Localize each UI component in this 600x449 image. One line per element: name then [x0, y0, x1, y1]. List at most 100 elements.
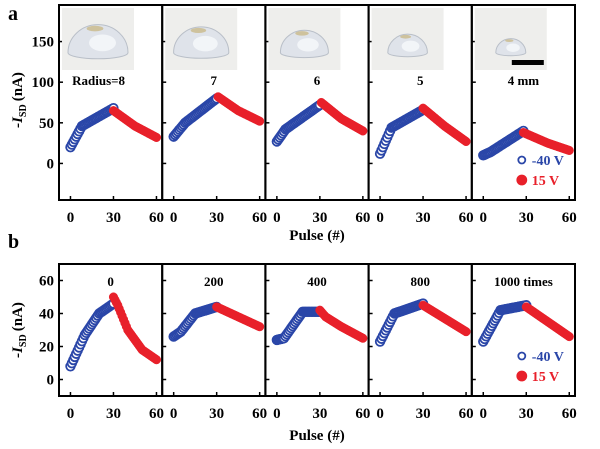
subpanel-a-2: 0 30 60 7 [161, 4, 267, 226]
data-point [151, 132, 162, 142]
data-point [461, 136, 471, 147]
x-tick-label: 60 [459, 210, 474, 226]
subpanel-a-3: 0 30 60 6 [264, 4, 370, 226]
x-tick-label: 30 [209, 210, 224, 226]
subpanel-b-4: 0 30 60 800 [367, 263, 474, 422]
subpanel-b-5: 0 30 60 1000 times -40 V 15 V [470, 263, 577, 422]
gel-highlight [506, 43, 520, 52]
x-tick-label: 0 [480, 210, 488, 226]
legend: -40 V 15 V [516, 350, 564, 385]
panel-a-letter: a [8, 3, 18, 25]
subpanel-frame [470, 263, 576, 397]
series-pos15v [108, 106, 162, 142]
x-tick-label: 0 [170, 210, 178, 226]
gel-highlight [89, 34, 116, 52]
series-pos15v [315, 305, 368, 343]
x-tick-label: 30 [106, 406, 121, 422]
series-pos15v [316, 97, 368, 136]
x-tick-label: 30 [519, 210, 534, 226]
subpanel-title: 5 [417, 73, 424, 88]
data-point [461, 327, 471, 337]
x-tick-label: 0 [376, 210, 384, 226]
y-tick-label: 0 [47, 373, 55, 389]
data-point [564, 145, 574, 155]
x-tick-label: 30 [416, 210, 431, 226]
data-point [255, 116, 265, 126]
subpanel-a-4: 0 30 60 5 [367, 4, 474, 226]
y-tick-label: 150 [32, 35, 55, 51]
panel-a-ylabel-sub: SD [18, 104, 29, 117]
x-tick-label: 60 [459, 406, 474, 422]
subpanel-b-3: 0 30 60 400 [264, 263, 370, 422]
x-tick-label: 30 [209, 406, 224, 422]
x-tick-label: 30 [312, 210, 327, 226]
x-tick-label: 0 [273, 210, 281, 226]
x-tick-label: 60 [562, 406, 577, 422]
data-point [358, 126, 368, 136]
photo-inset [371, 8, 444, 70]
x-tick-label: 60 [355, 406, 370, 422]
gel-highlight [297, 38, 319, 52]
series-neg40v [271, 306, 326, 346]
data-point [255, 322, 265, 332]
gel-highlight [401, 40, 420, 52]
x-tick-label: 30 [106, 210, 121, 226]
legend-label: 15 V [532, 174, 559, 189]
data-point [358, 333, 368, 343]
series-pos15v [108, 292, 162, 365]
svg-text:-ISD(nA): -ISD (nA) [10, 72, 29, 128]
subpanel-title: 200 [204, 274, 224, 289]
panel-b-ylabel-main: -I [10, 346, 26, 358]
x-tick-label: 30 [416, 406, 431, 422]
y-tick-label: 50 [39, 116, 54, 132]
x-tick-label: 30 [312, 406, 327, 422]
subpanel-a-5: 0 30 60 4 mm -40 V 15 V [470, 4, 577, 226]
y-tick-label: 100 [32, 75, 55, 91]
subpanel-b-2: 0 30 60 200 [161, 263, 267, 422]
panel-b-xlabel: Pulse (#) [289, 428, 344, 444]
subpanel-b-1: 0 20 40 60 0 30 60 0 [39, 263, 164, 422]
legend-open-circle-icon [517, 351, 527, 361]
subpanel-title: 7 [211, 73, 218, 88]
series-neg40v [271, 99, 326, 147]
x-tick-label: 60 [252, 210, 267, 226]
data-point [151, 355, 162, 365]
y-tick-label: 20 [39, 340, 54, 356]
gel-electrode-spot [400, 34, 412, 39]
series-neg40v [65, 298, 119, 372]
series-pos15v [418, 300, 471, 337]
legend-filled-circle-icon [516, 370, 528, 382]
subpanel-title: 400 [307, 274, 327, 289]
x-tick-label: 0 [376, 406, 384, 422]
legend: -40 V 15 V [516, 154, 564, 189]
x-tick-label: 60 [562, 210, 577, 226]
panel-b-ylabel-sub: SD [18, 334, 29, 347]
gel-electrode-spot [295, 31, 309, 36]
panel-b-ylabel-unit: (nA) [10, 302, 26, 331]
panel-a-ylabel-main: -I [10, 116, 26, 128]
series-pos15v [418, 103, 471, 147]
legend-filled-circle-icon [516, 174, 528, 186]
photo-inset [474, 8, 547, 70]
subpanel-a-1: 0 50 100 150 0 30 60 Radius=8 [32, 4, 164, 226]
series-pos15v [518, 128, 574, 155]
panel-b-plots: 0 20 40 60 0 30 60 0 0 30 60 200 0 30 60 400 0 30 60 800 0 30… [39, 263, 577, 422]
subpanel-title: Radius=8 [72, 73, 125, 88]
y-tick-label: 0 [47, 156, 55, 172]
x-tick-label: 60 [149, 406, 164, 422]
x-tick-label: 0 [67, 406, 75, 422]
series-neg40v [168, 301, 222, 342]
x-tick-label: 60 [355, 210, 370, 226]
x-tick-label: 60 [252, 406, 267, 422]
subpanel-title: 6 [314, 73, 321, 88]
x-tick-label: 0 [273, 406, 281, 422]
subpanel-title: 4 mm [508, 73, 540, 88]
series-neg40v [374, 104, 429, 159]
x-tick-label: 0 [67, 210, 75, 226]
subpanel-title: 1000 times [494, 274, 553, 289]
subpanel-title: 800 [410, 274, 430, 289]
x-tick-label: 0 [170, 406, 178, 422]
panel-b-ylabel: -ISD (nA) [10, 302, 29, 358]
